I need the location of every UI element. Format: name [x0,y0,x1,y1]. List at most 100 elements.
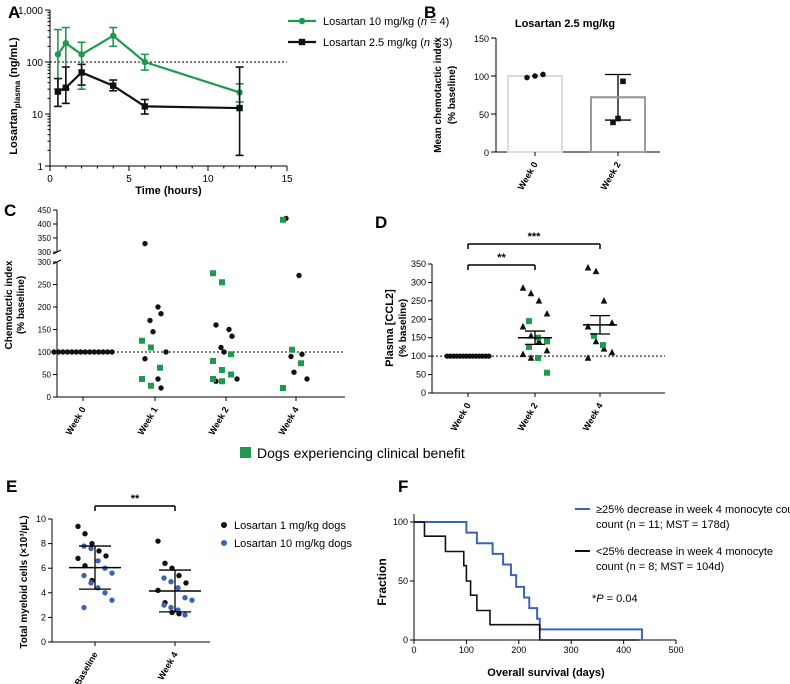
f-pvalue: *P = 0.04 [592,593,638,605]
c-data-point-black [142,240,148,247]
c-data-point-green [228,371,234,378]
a-data-point-1 [141,103,148,110]
a-legend-eq: = [427,16,440,28]
d-data-point-black [584,322,592,330]
f-x-tick-label: 200 [511,645,526,655]
d-x-tick-label: Week 0 [449,401,473,433]
e-y-axis-label: Total myeloid cells (×10³/µL) [19,515,30,648]
b-data-point [524,74,530,81]
e-x-tick-label: Week 4 [156,650,180,682]
c-data-point-black [91,349,97,355]
e-data-point-1 [95,585,101,591]
d-y-tick-label: 100 [411,351,426,361]
d-data-point-black [519,284,527,291]
b-x-tick-label: Week 0 [516,160,540,192]
a-y-tick-label: 100 [26,58,43,69]
e-data-point-0 [103,553,109,559]
d-data-point-black [535,337,543,345]
c-data-point-black [69,349,75,355]
e-x-tick-label: Baseline [73,650,100,684]
c-data-point-green [148,382,154,389]
c-data-point-green [157,364,163,371]
e-y-tick-label: 10 [36,514,46,524]
d-data-point-green [535,354,541,361]
b-chart-title: Losartan 2.5 mg/kg [515,18,615,30]
a-y-tick-label: 1,000 [18,6,43,17]
a-legend-label-0: Losartan 10 mg/kg (n = 4) [323,16,449,28]
d-data-point-black [519,350,527,358]
e-y-tick-label: 2 [41,612,46,622]
e-legend-label-0: Losartan 1 mg/kg dogs [234,520,346,532]
d-data-point-green [544,338,550,345]
e-legend-label-1: Losartan 10 mg/kg dogs [234,538,353,550]
c-y-tick-label: 300 [38,258,52,267]
d-data-point-black [584,263,592,271]
c-y-tick-label: 50 [42,371,51,380]
b-x-tick-label: Week 2 [599,160,623,192]
c-data-point-black [296,272,302,279]
f-y-tick-label: 0 [403,635,408,645]
c-data-point-green [298,360,304,367]
d-data-point-black [486,353,492,359]
d-data-point-black [600,344,608,352]
c-y-tick-label: 150 [38,326,52,335]
a-x-tick-label: 15 [281,174,293,185]
e-data-point-1 [189,597,195,603]
c-data-point-black [155,304,161,310]
c-y-tick-label: 400 [38,220,52,229]
c-data-point-black [158,385,164,391]
a-data-point-0 [62,39,69,47]
d-significance-label: ** [497,252,506,264]
b-data-point [540,71,546,78]
d-data-point-black [592,267,600,275]
c-data-point-black [147,317,153,324]
c-data-point-green [280,216,286,223]
f-survival-curve-1 [414,521,640,641]
c-data-point-green [139,337,145,344]
e-legend-swatch-0 [221,522,227,528]
c-data-point-green [139,376,145,382]
a-legend-n-value: 4 [440,16,446,28]
panel-letter-b: B [424,3,436,22]
c-data-point-black [150,329,156,335]
panel-letter-e: E [6,477,17,496]
e-data-point-1 [109,597,115,603]
a-legend-swatch-marker [298,17,306,25]
a-legend-paren: ) [446,16,450,28]
c-data-point-black [78,349,84,355]
d-data-point-green [544,369,550,376]
e-data-point-1 [182,595,188,601]
a-y-axis-label: Losartanplasma (ng/mL) [8,37,22,155]
b-y-tick-label: 0 [484,148,489,158]
panel-letter-a: A [8,3,20,22]
e-y-tick-label: 4 [41,588,46,598]
d-data-point-black [600,297,608,304]
c-data-point-black [299,351,305,357]
b-bar [507,75,563,153]
c-data-point-black [73,349,80,355]
a-data-point-0 [78,51,85,58]
c-data-point-black [86,349,93,355]
f-x-tick-label: 100 [459,645,474,655]
a-x-axis-label: Time (hours) [135,185,202,197]
c-data-point-green [210,358,216,364]
a-y-tick-label: 1 [37,162,43,173]
e-data-point-1 [168,579,174,585]
d-x-tick-label: Week 4 [581,401,605,433]
c-data-point-black [109,349,115,355]
e-y-tick-label: 6 [41,563,46,573]
f-legend-label-0: ≥25% decrease in week 4 monocyte count [596,504,790,516]
f-pvalue-text: = 0.04 [604,593,638,605]
e-data-point-0 [89,540,95,547]
b-y-tick-label: 150 [474,34,489,44]
b-y-tick-label: 50 [479,110,489,120]
c-data-point-black [234,376,240,382]
e-data-point-1 [161,602,167,608]
a-data-point-1 [110,82,117,89]
a-legend-n: n [424,37,430,49]
b-data-point [615,115,621,122]
d-y-axis-label: Plasma [CCL2] [384,289,396,367]
c-data-point-green [219,367,225,373]
c-data-point-black [55,349,62,355]
